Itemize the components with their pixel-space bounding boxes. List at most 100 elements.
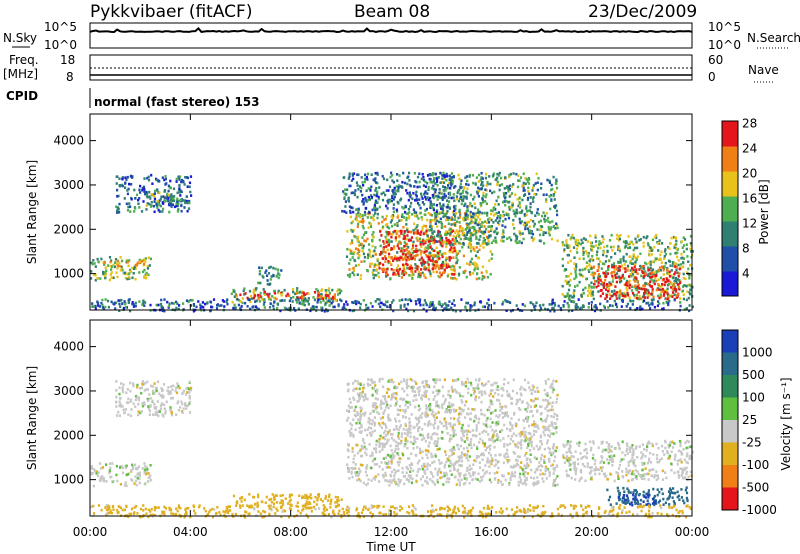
data-cell (111, 462, 114, 465)
data-cell (429, 423, 432, 426)
data-cell (421, 412, 424, 415)
data-cell (344, 200, 347, 203)
data-cell (533, 399, 536, 403)
data-cell (461, 233, 464, 237)
data-cell (587, 251, 590, 255)
data-cell (397, 187, 400, 191)
data-cell (278, 273, 281, 277)
data-cell (399, 256, 402, 260)
data-cell (571, 233, 574, 237)
data-cell (534, 304, 537, 308)
data-cell (462, 228, 465, 232)
data-cell (475, 426, 478, 430)
data-cell (122, 383, 125, 386)
data-cell (660, 261, 663, 264)
data-cell (254, 503, 257, 506)
data-cell (360, 176, 363, 179)
data-cell (417, 404, 420, 408)
data-cell (651, 290, 654, 293)
data-cell (391, 433, 394, 436)
data-cell (533, 481, 536, 485)
data-cell (414, 394, 417, 397)
data-cell (441, 303, 444, 306)
data-cell (572, 236, 575, 240)
data-cell (381, 448, 384, 451)
data-cell (431, 267, 434, 271)
data-cell (143, 188, 146, 191)
data-cell (575, 307, 578, 311)
data-cell (481, 211, 484, 215)
data-cell (372, 476, 375, 480)
data-cell (486, 182, 489, 186)
data-cell (630, 240, 633, 244)
data-cell (366, 237, 369, 241)
data-cell (445, 172, 448, 176)
data-cell (124, 302, 127, 306)
data-cell (431, 247, 434, 251)
data-cell (532, 220, 535, 223)
data-cell (640, 266, 643, 270)
data-cell (411, 246, 414, 249)
data-cell (666, 287, 669, 291)
data-cell (352, 172, 356, 175)
data-cell (506, 427, 509, 431)
data-cell (397, 463, 400, 467)
data-cell (402, 216, 405, 219)
data-cell (634, 276, 637, 279)
data-cell (664, 261, 667, 265)
data-cell (399, 479, 402, 482)
data-cell (582, 292, 585, 295)
data-cell (421, 225, 424, 229)
data-cell (473, 301, 476, 304)
data-cell (676, 283, 679, 286)
data-cell (398, 234, 401, 238)
data-cell (626, 291, 629, 295)
data-cell (501, 483, 504, 486)
data-cell (514, 214, 517, 218)
data-cell (575, 303, 578, 306)
data-cell (460, 298, 463, 301)
data-cell (657, 268, 660, 272)
data-cell (608, 281, 611, 284)
data-cell (296, 501, 299, 505)
data-cell (562, 304, 565, 307)
data-cell (424, 213, 427, 216)
data-cell (306, 300, 310, 303)
data-cell (450, 473, 453, 476)
data-cell (110, 300, 113, 304)
data-cell (131, 479, 134, 482)
data-cell (661, 287, 664, 291)
data-cell (594, 304, 597, 307)
data-cell (104, 305, 107, 309)
data-cell (676, 255, 679, 259)
data-cell (504, 414, 507, 418)
data-cell (91, 302, 94, 305)
data-cell (611, 280, 614, 283)
data-cell (419, 273, 422, 277)
data-cell (128, 259, 131, 262)
data-cell (483, 211, 486, 215)
data-cell (553, 224, 556, 228)
data-cell (164, 200, 167, 203)
data-cell (484, 176, 487, 180)
data-cell (256, 501, 259, 505)
data-cell (184, 402, 187, 405)
data-cell (420, 245, 423, 248)
data-cell (678, 267, 681, 271)
data-cell (376, 201, 379, 204)
data-cell (619, 290, 622, 293)
data-cell (503, 423, 506, 427)
data-cell (474, 182, 477, 185)
data-cell (429, 220, 432, 224)
data-cell (371, 216, 375, 220)
data-cell (239, 497, 242, 500)
data-cell (378, 480, 381, 483)
data-cell (398, 219, 401, 222)
data-cell (393, 195, 396, 199)
data-cell (449, 394, 452, 398)
data-cell (590, 244, 593, 248)
data-cell (508, 236, 511, 239)
data-cell (101, 298, 104, 302)
data-cell (154, 413, 157, 416)
data-cell (108, 256, 112, 259)
